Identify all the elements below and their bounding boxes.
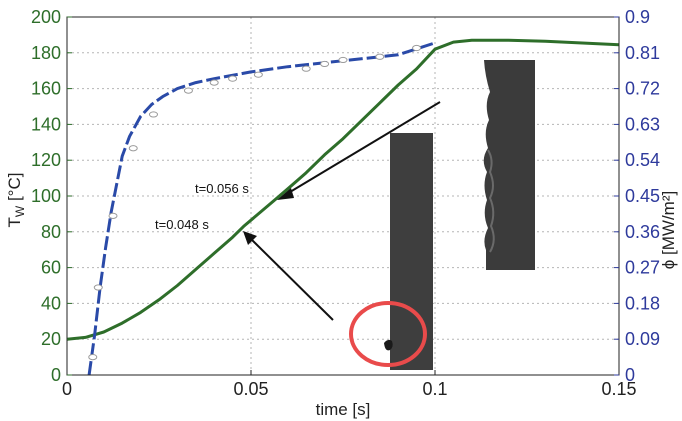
series-marker-1 [320,60,330,68]
y-left-tick-label: 120 [31,150,61,170]
series-marker-1 [228,75,238,82]
series-marker-1 [183,87,193,94]
y-left-sub: W [13,205,27,217]
y-right-tick-label: 0.18 [625,293,660,313]
series-marker-1 [253,71,263,78]
y-right-tick-label: 0.63 [625,114,660,134]
y-left-tick-label: 40 [41,293,61,313]
arrow-head-0056 [277,188,294,200]
x-tick-label: 0 [62,379,72,399]
series-marker-1 [375,53,385,60]
series-layer [66,38,620,376]
y-left-tick-label: 20 [41,329,61,349]
y-right-tick-label: 0.27 [625,258,660,278]
y-left-tick-label: 180 [31,43,61,63]
arrow-line-0056 [284,101,441,196]
series-marker-1 [148,111,158,118]
series-line-1 [87,41,436,376]
y-right-tick-label: 0 [625,365,635,385]
series-marker-1 [301,65,311,72]
y-left-tick-label: 0 [51,365,61,385]
tick-layer: 0 0.05 0.1 0.150204060801001201401601802000… [31,7,660,399]
y-left-axis-label: TW [°C] [5,173,27,228]
y-right-tick-label: 0.09 [625,329,660,349]
y-right-axis-label: ϕ [MW/m²] [659,191,678,269]
series-marker-1 [88,354,98,361]
series-marker-1 [108,212,118,219]
y-left-tick-label: 200 [31,7,61,27]
y-left-tick-label: 100 [31,186,61,206]
y-left-tick-label: 80 [41,222,61,242]
series-marker-1 [338,56,348,64]
series-line-0 [66,38,620,341]
inset-photo-left-bubble [384,339,393,351]
y-left-tick-label: 60 [41,258,61,278]
annotation-arrows [243,101,441,321]
series-marker-1 [412,44,422,52]
y-right-tick-label: 0.81 [625,43,660,63]
series-marker-1 [128,145,138,152]
y-right-tick-label: 0.54 [625,150,660,170]
x-tick-label: 0.05 [233,379,268,399]
annotation-0048: t=0.048 s [155,217,209,232]
y-left-tick-label: 140 [31,114,61,134]
y-left-main: T [5,217,24,227]
arrow-head-0048 [243,231,257,245]
y-right-tick-label: 0.72 [625,79,660,99]
annotation-0056: t=0.056 s [195,181,249,196]
y-right-tick-label: 0.9 [625,7,650,27]
inset-photo-right-edge [487,149,495,253]
x-axis-label: time [s] [316,400,371,419]
arrow-line-0048 [249,237,334,321]
y-right-tick-label: 0.45 [625,186,660,206]
x-tick-label: 0.1 [422,379,447,399]
y-left-tick-label: 160 [31,79,61,99]
grid-layer [67,17,619,375]
highlight-circle [349,301,427,367]
series-marker-1 [93,284,103,291]
inset-photo-right [483,60,535,270]
series-marker-1 [209,79,219,86]
y-right-tick-label: 0.36 [625,222,660,242]
y-left-unit: [°C] [5,173,24,206]
x-tick-label: 0.15 [601,379,636,399]
